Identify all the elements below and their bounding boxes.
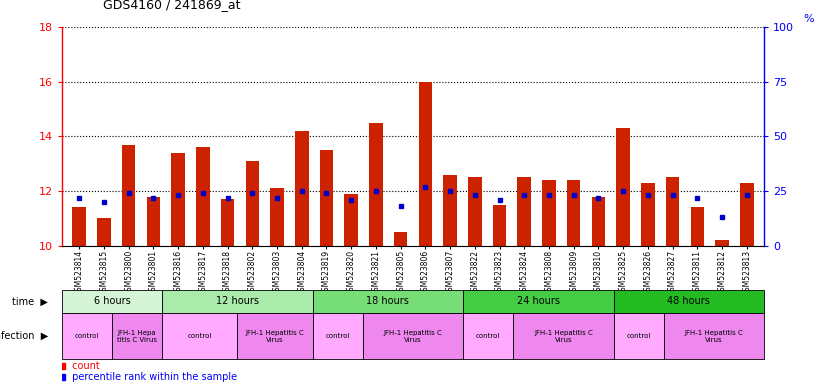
Bar (162, 313, 238, 359)
Bar (463, 313, 513, 359)
Bar (664, 313, 764, 359)
Bar (270, 188, 284, 246)
Bar (444, 175, 457, 246)
Bar (122, 144, 135, 246)
Bar (513, 313, 614, 359)
Bar (691, 207, 704, 246)
Bar (614, 313, 664, 359)
Bar (196, 147, 210, 246)
Text: 12 hours: 12 hours (216, 296, 259, 306)
Bar (238, 313, 313, 359)
Bar (394, 232, 407, 246)
Bar (493, 205, 506, 246)
Bar (542, 180, 556, 246)
Text: JFH-1 Hepa
titis C Virus: JFH-1 Hepa titis C Virus (117, 329, 157, 343)
Bar (363, 313, 463, 359)
Text: JFH-1 Hepatitis C
Virus: JFH-1 Hepatitis C Virus (245, 329, 305, 343)
Bar (313, 313, 363, 359)
Text: control: control (75, 333, 99, 339)
Bar (641, 183, 655, 246)
Bar (419, 82, 432, 246)
Text: 48 hours: 48 hours (667, 296, 710, 306)
Bar (295, 131, 309, 246)
Bar (147, 197, 160, 246)
Bar (369, 122, 382, 246)
Text: 6 hours: 6 hours (93, 296, 131, 306)
Text: control: control (476, 333, 501, 339)
Bar (616, 128, 630, 246)
Bar (666, 177, 679, 246)
Bar (344, 194, 358, 246)
Text: control: control (626, 333, 651, 339)
Text: JFH-1 Hepatitis C
Virus: JFH-1 Hepatitis C Virus (534, 329, 593, 343)
Text: JFH-1 Hepatitis C
Virus: JFH-1 Hepatitis C Virus (383, 329, 443, 343)
Bar (567, 180, 581, 246)
Text: control: control (325, 333, 350, 339)
Text: time  ▶: time ▶ (12, 296, 48, 306)
Bar (468, 177, 482, 246)
Text: GDS4160 / 241869_at: GDS4160 / 241869_at (103, 0, 240, 12)
Text: 18 hours: 18 hours (367, 296, 410, 306)
Bar (112, 313, 162, 359)
Bar (221, 199, 235, 246)
Bar (162, 290, 313, 313)
Bar (715, 240, 729, 246)
Bar (171, 153, 185, 246)
Bar (245, 161, 259, 246)
Text: infection  ▶: infection ▶ (0, 331, 48, 341)
Bar (740, 183, 753, 246)
Bar (320, 150, 333, 246)
Text: count: count (69, 361, 100, 371)
Bar (62, 313, 112, 359)
Text: 24 hours: 24 hours (517, 296, 560, 306)
Text: %: % (803, 14, 814, 24)
Bar (463, 290, 614, 313)
Bar (591, 197, 605, 246)
Bar (73, 207, 86, 246)
Bar (517, 177, 531, 246)
Text: JFH-1 Hepatitis C
Virus: JFH-1 Hepatitis C Virus (685, 329, 743, 343)
Bar (62, 290, 162, 313)
Bar (97, 218, 111, 246)
Text: percentile rank within the sample: percentile rank within the sample (69, 372, 237, 382)
Text: control: control (188, 333, 212, 339)
Bar (614, 290, 764, 313)
Bar (313, 290, 463, 313)
